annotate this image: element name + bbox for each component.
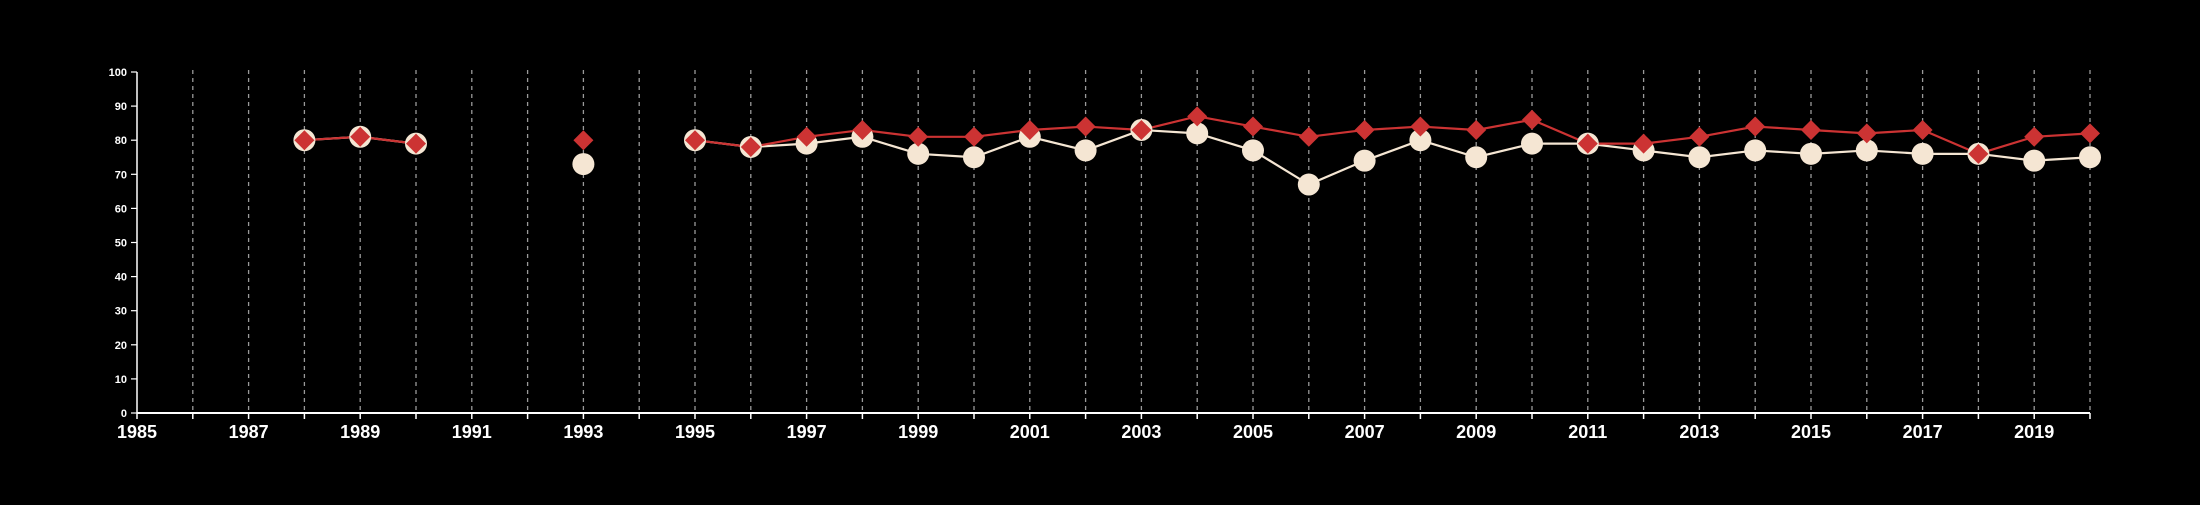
x-tick-label: 2017 [1903, 422, 1943, 442]
series-1-point [1744, 139, 1767, 162]
series-2-line [694, 115, 2091, 156]
series-2-point [1522, 109, 1542, 130]
series-1-point [1297, 173, 1320, 196]
series-2-point [573, 130, 594, 151]
series-1-point [1242, 139, 1264, 162]
x-tick-label: 1993 [563, 422, 603, 442]
series-1-point [1800, 142, 1822, 165]
series-2-point [1912, 119, 1933, 140]
series-2-point [796, 126, 817, 147]
x-tick-label: 2007 [1345, 422, 1385, 442]
x-tick-label: 1987 [229, 422, 269, 442]
series-1-point [1465, 146, 1488, 169]
y-tick-label: 0 [121, 408, 127, 420]
series-1-point [2079, 146, 2101, 169]
y-tick-label: 90 [115, 101, 127, 113]
series-2-point [1243, 116, 1263, 137]
series-2-point [685, 130, 705, 151]
series-1-line [694, 128, 2091, 186]
x-tick-label: 2003 [1121, 422, 1161, 442]
series-2-point [1131, 119, 1152, 140]
series-2-point [1298, 126, 1319, 147]
x-tick-label: 2005 [1233, 422, 1273, 442]
series-1-point [1521, 132, 1543, 155]
series-2-point [1410, 116, 1431, 137]
series-2-point [294, 130, 315, 151]
series-2-point [740, 137, 761, 158]
series-2-point [1745, 116, 1766, 137]
series-2-point [1801, 119, 1821, 140]
y-tick-label: 20 [115, 340, 127, 352]
series-2-point [2080, 123, 2100, 144]
x-tick-label: 2001 [1010, 422, 1050, 442]
series-2-point [2024, 126, 2045, 147]
y-tick-label: 70 [115, 169, 127, 181]
series-2-point [852, 119, 873, 140]
series-2-point [1075, 116, 1096, 137]
series-1-point [1855, 139, 1878, 162]
series-2-point [1856, 123, 1877, 144]
series-1-point [907, 142, 930, 165]
y-tick-label: 60 [115, 203, 127, 215]
y-tick-label: 30 [115, 306, 127, 318]
series-1-point [1688, 146, 1711, 169]
series-2-point [964, 126, 984, 147]
y-tick-label: 50 [115, 238, 127, 250]
y-tick-label: 10 [115, 374, 127, 386]
x-tick-label: 2009 [1456, 422, 1496, 442]
series-2-point [1968, 143, 1989, 164]
x-tick-label: 1995 [675, 422, 715, 442]
y-tick-label: 40 [115, 272, 127, 284]
series-2-point [908, 126, 929, 147]
y-tick-label: 100 [109, 67, 127, 79]
series-1-point [963, 146, 985, 169]
series-2-point [1466, 119, 1487, 140]
x-tick-label: 1991 [452, 422, 492, 442]
series-1-point [2023, 149, 2046, 172]
series-1-point [572, 153, 595, 176]
series [293, 106, 2101, 196]
series-2-point [1019, 119, 1040, 140]
x-tick-label: 1989 [340, 422, 380, 442]
series-2-point [1689, 126, 1710, 147]
series-2-point [406, 133, 426, 154]
series-2-point [1577, 133, 1598, 154]
series-1-point [1353, 149, 1376, 172]
series-1-point [1186, 122, 1209, 145]
series-2-point [350, 126, 371, 147]
x-tick-label: 2011 [1568, 422, 1607, 442]
x-tick-label: 2015 [1791, 422, 1831, 442]
x-tick-label: 1997 [787, 422, 827, 442]
series-1-point [1074, 139, 1097, 162]
y-tick-label: 80 [115, 135, 127, 147]
axes: 0 10 20 30 40 50 60 70 80 90 100 1985 1987 1989 1991 19… [109, 67, 2091, 442]
x-tick-label: 2013 [1679, 422, 1719, 442]
series-2-point [1633, 133, 1654, 154]
x-tick-label: 1985 [117, 422, 157, 442]
x-tick-label: 2019 [2014, 422, 2054, 442]
series-2-point [1354, 119, 1375, 140]
series-2-point [1187, 106, 1208, 127]
series-1-point [1409, 129, 1432, 152]
series-1-point [1911, 142, 1934, 165]
x-tick-label: 1999 [898, 422, 938, 442]
